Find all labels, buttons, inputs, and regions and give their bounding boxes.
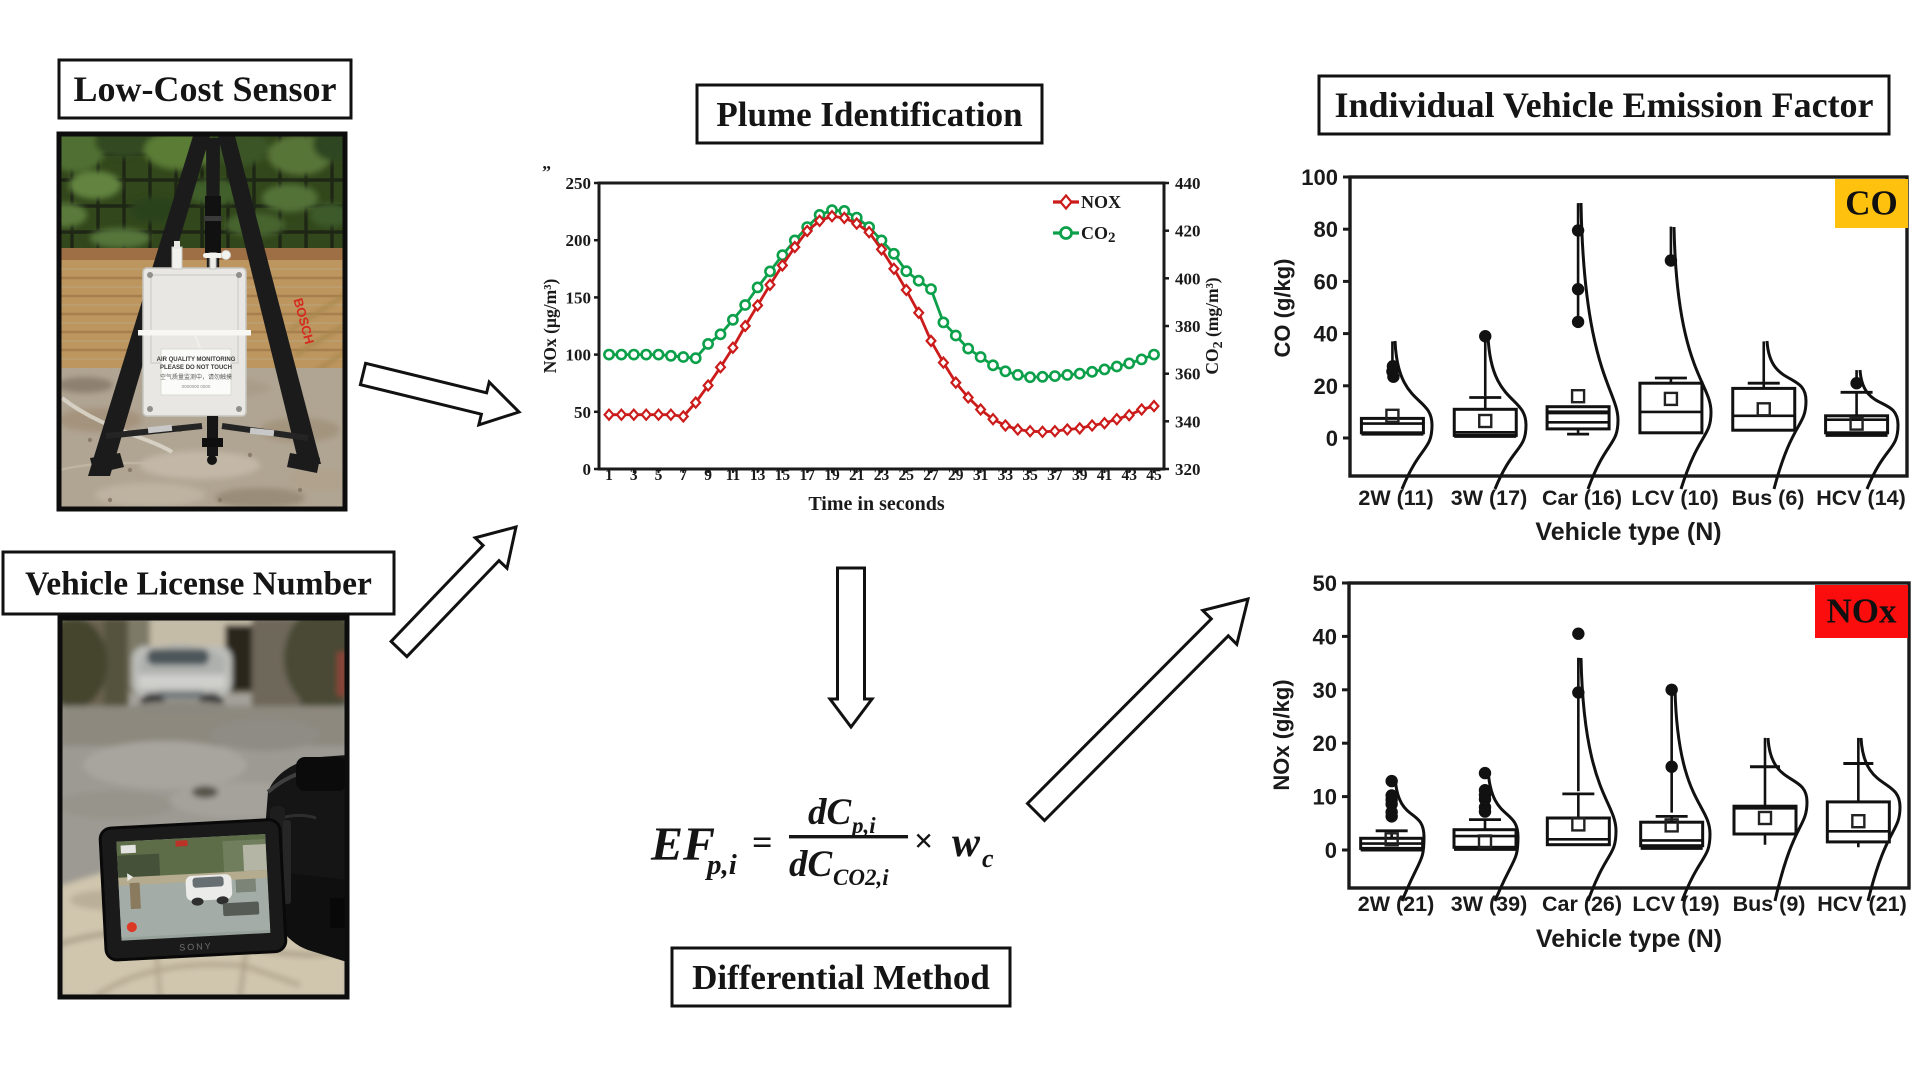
svg-text:1: 1 bbox=[605, 467, 613, 484]
svg-text:NOx (g/kg): NOx (g/kg) bbox=[1269, 679, 1294, 790]
svg-text:30: 30 bbox=[1313, 678, 1337, 703]
svg-text:0: 0 bbox=[583, 460, 592, 479]
svg-text:×: × bbox=[914, 823, 933, 860]
svg-text:320: 320 bbox=[1175, 460, 1201, 479]
svg-text:40: 40 bbox=[1314, 322, 1338, 347]
svg-text:NOx: NOx bbox=[1827, 592, 1898, 631]
svg-text:Bus (9): Bus (9) bbox=[1733, 892, 1806, 916]
svg-text:CO (g/kg): CO (g/kg) bbox=[1270, 259, 1295, 358]
svg-text:p,i: p,i bbox=[850, 813, 876, 838]
svg-text:21: 21 bbox=[849, 467, 865, 484]
svg-text:80: 80 bbox=[1314, 217, 1338, 242]
svg-text:50: 50 bbox=[1313, 571, 1337, 596]
svg-text:CO2: CO2 bbox=[1081, 223, 1116, 246]
svg-text:空气质量监测中，请勿触摸: 空气质量监测中，请勿触摸 bbox=[160, 373, 232, 381]
svg-text:0: 0 bbox=[1326, 426, 1338, 451]
svg-text:Car (26): Car (26) bbox=[1542, 892, 1622, 916]
svg-text:380: 380 bbox=[1175, 317, 1201, 336]
svg-text:37: 37 bbox=[1047, 467, 1063, 484]
svg-text:CO2,i: CO2,i bbox=[833, 865, 889, 890]
svg-text:Car (16): Car (16) bbox=[1542, 486, 1622, 510]
svg-text:23: 23 bbox=[874, 467, 890, 484]
svg-text:27: 27 bbox=[923, 467, 939, 484]
svg-text:p,i: p,i bbox=[704, 849, 737, 881]
svg-text:150: 150 bbox=[566, 288, 592, 307]
svg-text:11: 11 bbox=[726, 467, 741, 484]
svg-text:20: 20 bbox=[1314, 374, 1338, 399]
svg-text:200: 200 bbox=[566, 231, 592, 250]
svg-text:Individual Vehicle Emission Fa: Individual Vehicle Emission Factor bbox=[1334, 85, 1873, 125]
svg-text:0000000 0000: 0000000 0000 bbox=[182, 384, 211, 389]
svg-text:LCV (10): LCV (10) bbox=[1631, 486, 1718, 510]
svg-text:17: 17 bbox=[799, 467, 815, 484]
svg-text:15: 15 bbox=[775, 467, 791, 484]
svg-text:HCV (21): HCV (21) bbox=[1817, 892, 1907, 916]
svg-text:9: 9 bbox=[704, 467, 712, 484]
svg-text:33: 33 bbox=[998, 467, 1014, 484]
svg-text:10: 10 bbox=[1313, 785, 1337, 810]
svg-text:43: 43 bbox=[1121, 467, 1137, 484]
svg-text:360: 360 bbox=[1175, 365, 1201, 384]
svg-text:3W (17): 3W (17) bbox=[1451, 486, 1527, 510]
svg-text:3W (39): 3W (39) bbox=[1451, 892, 1527, 916]
svg-text:Vehicle License Number: Vehicle License Number bbox=[25, 565, 372, 602]
svg-text:AIR QUALITY MONITORING: AIR QUALITY MONITORING bbox=[157, 357, 236, 363]
svg-text:340: 340 bbox=[1175, 412, 1201, 431]
svg-text:400: 400 bbox=[1175, 269, 1201, 288]
svg-text:39: 39 bbox=[1072, 467, 1088, 484]
svg-text:31: 31 bbox=[973, 467, 989, 484]
svg-text:13: 13 bbox=[750, 467, 766, 484]
svg-text:5: 5 bbox=[655, 467, 663, 484]
svg-text:c: c bbox=[982, 844, 994, 873]
svg-text:60: 60 bbox=[1314, 269, 1338, 294]
svg-text:Plume Identification: Plume Identification bbox=[716, 95, 1022, 134]
svg-text:41: 41 bbox=[1097, 467, 1113, 484]
svg-text:420: 420 bbox=[1175, 222, 1201, 241]
svg-text:Bus (6): Bus (6) bbox=[1732, 486, 1805, 510]
svg-text:LCV (19): LCV (19) bbox=[1632, 892, 1719, 916]
svg-text:Low-Cost Sensor: Low-Cost Sensor bbox=[73, 69, 336, 109]
svg-text:0: 0 bbox=[1325, 838, 1337, 863]
svg-text:7: 7 bbox=[679, 467, 687, 484]
svg-text:29: 29 bbox=[948, 467, 964, 484]
svg-text:35: 35 bbox=[1022, 467, 1038, 484]
svg-text:100: 100 bbox=[566, 346, 592, 365]
svg-text:dC: dC bbox=[789, 844, 834, 885]
svg-text:25: 25 bbox=[899, 467, 915, 484]
svg-text:2W (21): 2W (21) bbox=[1358, 892, 1434, 916]
svg-text:250: 250 bbox=[566, 174, 592, 193]
svg-text:CO: CO bbox=[1845, 184, 1898, 223]
svg-text:19: 19 bbox=[824, 467, 840, 484]
svg-text:45: 45 bbox=[1146, 467, 1162, 484]
svg-text:NOX: NOX bbox=[1081, 192, 1121, 212]
svg-text:w: w bbox=[952, 820, 981, 866]
svg-text:”: ” bbox=[542, 162, 551, 182]
svg-text:SONY: SONY bbox=[179, 941, 213, 953]
svg-text:Vehicle type (N): Vehicle type (N) bbox=[1535, 518, 1721, 546]
svg-text:dC: dC bbox=[808, 792, 853, 833]
svg-text:50: 50 bbox=[574, 403, 591, 422]
svg-text:Time in seconds: Time in seconds bbox=[808, 493, 945, 515]
svg-text:NOx (µg/m³): NOx (µg/m³) bbox=[540, 279, 560, 374]
svg-text:20: 20 bbox=[1313, 731, 1337, 756]
svg-text:=: = bbox=[752, 822, 773, 862]
svg-text:Differential Method: Differential Method bbox=[692, 958, 990, 997]
svg-text:EF: EF bbox=[650, 818, 715, 871]
svg-text:PLEASE DO NOT TOUCH: PLEASE DO NOT TOUCH bbox=[160, 365, 232, 371]
svg-text:440: 440 bbox=[1175, 174, 1201, 193]
svg-text:3: 3 bbox=[630, 467, 638, 484]
svg-text:100: 100 bbox=[1301, 165, 1338, 190]
svg-text:HCV (14): HCV (14) bbox=[1816, 486, 1906, 510]
svg-text:40: 40 bbox=[1313, 624, 1337, 649]
svg-text:2W (11): 2W (11) bbox=[1358, 486, 1433, 510]
svg-text:Vehicle type (N): Vehicle type (N) bbox=[1536, 925, 1722, 953]
svg-text:CO2 (mg/m³): CO2 (mg/m³) bbox=[1202, 277, 1226, 374]
